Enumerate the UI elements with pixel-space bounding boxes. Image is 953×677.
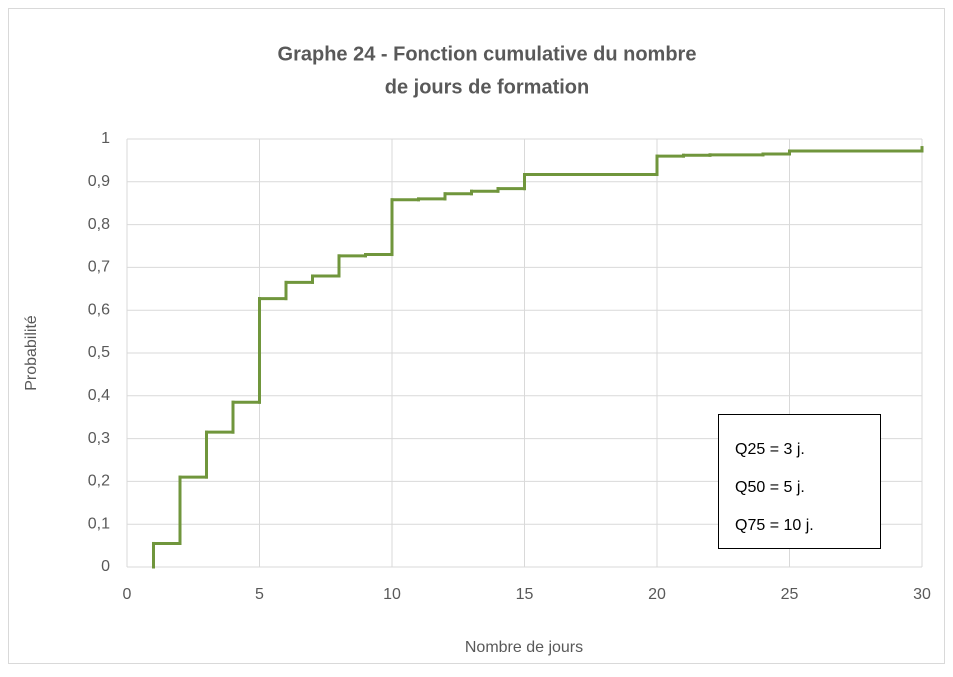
y-tick-label: 0,2: [88, 473, 110, 490]
x-tick-label: 30: [913, 586, 931, 603]
y-axis-label: Probabilité: [23, 315, 40, 391]
annotation-box: [718, 414, 881, 549]
y-tick-label: 0,8: [88, 216, 110, 233]
annotation: Q25 = 3 j.: [735, 441, 805, 458]
x-tick-label: 25: [781, 586, 799, 603]
y-tick-label: 0,6: [88, 301, 110, 318]
y-tick-label: 0,9: [88, 173, 110, 190]
x-axis-label: Nombre de jours: [465, 639, 583, 656]
y-tick-label: 1: [101, 130, 110, 147]
y-tick-label: 0,7: [88, 259, 110, 276]
series: [152, 146, 924, 569]
y-tick-label: 0,3: [88, 430, 110, 447]
y-tick-label: 0,1: [88, 515, 110, 532]
y-tick-label: 0,5: [88, 344, 110, 361]
annotation: Q75 = 10 j.: [735, 517, 814, 534]
y-tick-label: 0,4: [88, 387, 110, 404]
chart-title: de jours de formation: [385, 76, 589, 98]
y-tick-label: 0: [101, 558, 110, 575]
x-tick-label: 5: [255, 586, 264, 603]
x-tick-label: 20: [648, 586, 666, 603]
annotation: Q50 = 5 j.: [735, 479, 805, 496]
x-tick-label: 0: [123, 586, 132, 603]
chart-border: [8, 8, 945, 664]
chart-title: Graphe 24 - Fonction cumulative du nombr…: [278, 43, 697, 65]
x-tick-label: 15: [516, 586, 534, 603]
x-tick-label: 10: [383, 586, 401, 603]
